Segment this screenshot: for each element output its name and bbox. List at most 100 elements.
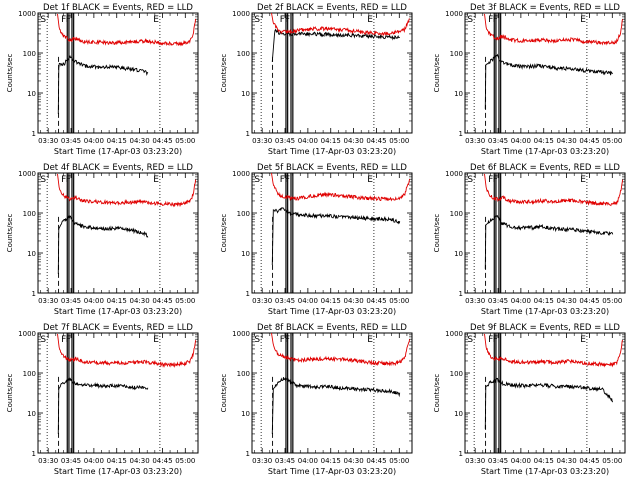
flare-marker-F: F bbox=[488, 175, 493, 185]
x-tick-label: 03:30 bbox=[465, 137, 485, 145]
flare-marker-F: F bbox=[61, 335, 66, 345]
y-tick-label: 100 bbox=[237, 210, 250, 218]
y-tick-label: 1000 bbox=[232, 10, 250, 18]
y-tick-label: 100 bbox=[237, 50, 250, 58]
x-axis-label: Start Time (17-Apr-03 03:23:20) bbox=[54, 467, 182, 476]
y-tick-label: 1 bbox=[459, 290, 463, 298]
x-tick-label: 04:30 bbox=[556, 137, 576, 145]
panel-title: Det 3f BLACK = Events, RED = LLD bbox=[470, 3, 620, 13]
end-marker-E: E bbox=[153, 15, 159, 25]
x-axis-label: Start Time (17-Apr-03 03:23:20) bbox=[54, 307, 182, 316]
end-marker-E: E bbox=[580, 335, 586, 345]
y-axis-label: Counts/sec bbox=[433, 374, 441, 413]
x-axis-label: Start Time (17-Apr-03 03:23:20) bbox=[54, 147, 182, 156]
lld-series-line bbox=[57, 13, 197, 47]
start-marker-S: S bbox=[254, 175, 260, 185]
x-tick-label: 05:00 bbox=[602, 297, 622, 305]
x-tick-label: 05:00 bbox=[175, 137, 195, 145]
x-tick-label: 04:15 bbox=[321, 297, 341, 305]
flare-marker-F: F bbox=[488, 15, 493, 25]
y-tick-label: 10 bbox=[454, 410, 463, 418]
x-axis-label: Start Time (17-Apr-03 03:23:20) bbox=[268, 467, 396, 476]
y-tick-label: 1 bbox=[32, 130, 36, 138]
x-tick-label: 04:30 bbox=[556, 457, 576, 465]
lld-series-line bbox=[484, 333, 624, 368]
x-tick-label: 03:45 bbox=[275, 137, 295, 145]
end-marker-E: E bbox=[153, 335, 159, 345]
x-tick-label: 04:30 bbox=[129, 457, 149, 465]
x-tick-label: 04:15 bbox=[534, 137, 554, 145]
end-marker-E: E bbox=[367, 335, 373, 345]
events-series-line bbox=[484, 377, 614, 429]
plot-frame bbox=[251, 172, 413, 294]
plot-frame bbox=[464, 12, 626, 134]
x-tick-label: 05:00 bbox=[389, 297, 409, 305]
lld-series-line bbox=[271, 12, 410, 37]
end-marker-E: E bbox=[153, 175, 159, 185]
x-tick-label: 03:30 bbox=[38, 297, 58, 305]
y-tick-label: 1000 bbox=[232, 330, 250, 338]
y-tick-label: 10 bbox=[241, 250, 250, 258]
start-marker-S: S bbox=[40, 175, 46, 185]
lld-series-line bbox=[271, 172, 411, 202]
x-tick-label: 04:15 bbox=[534, 297, 554, 305]
plot-frame bbox=[251, 12, 413, 134]
y-tick-label: 10 bbox=[454, 250, 463, 258]
lld-series-line bbox=[57, 333, 197, 368]
y-tick-label: 1000 bbox=[445, 10, 463, 18]
flare-marker-F2: F bbox=[66, 15, 71, 25]
end-marker-E: E bbox=[367, 175, 373, 185]
detector-panel-3: Det 3f BLACK = Events, RED = LLD Counts/s… bbox=[433, 3, 626, 156]
x-tick-label: 03:45 bbox=[61, 137, 81, 145]
y-tick-label: 10 bbox=[241, 410, 250, 418]
y-tick-label: 10 bbox=[27, 250, 36, 258]
y-tick-label: 1 bbox=[246, 450, 250, 458]
x-tick-label: 04:30 bbox=[129, 137, 149, 145]
y-axis-label: Counts/sec bbox=[6, 54, 14, 93]
panel-title: Det 2f BLACK = Events, RED = LLD bbox=[257, 3, 407, 13]
flare-marker-F2: F bbox=[66, 175, 71, 185]
x-axis-label: Start Time (17-Apr-03 03:23:20) bbox=[481, 307, 609, 316]
x-tick-label: 03:30 bbox=[38, 457, 58, 465]
panel-title: Det 8f BLACK = Events, RED = LLD bbox=[257, 323, 407, 333]
lld-series-line bbox=[57, 173, 197, 208]
start-marker-S: S bbox=[467, 15, 473, 25]
x-axis-label: Start Time (17-Apr-03 03:23:20) bbox=[481, 147, 609, 156]
y-tick-label: 1 bbox=[32, 290, 36, 298]
x-tick-label: 05:00 bbox=[602, 457, 622, 465]
x-tick-label: 04:15 bbox=[321, 457, 341, 465]
start-marker-S: S bbox=[40, 335, 46, 345]
plot-frame bbox=[464, 172, 626, 294]
flare-marker-F2: F bbox=[285, 15, 290, 25]
x-tick-label: 03:30 bbox=[38, 137, 58, 145]
end-marker-E: E bbox=[580, 15, 586, 25]
y-tick-label: 100 bbox=[23, 370, 36, 378]
panel-title: Det 1f BLACK = Events, RED = LLD bbox=[43, 3, 193, 13]
flare-marker-F2: F bbox=[493, 175, 498, 185]
detector-panel-1: Det 1f BLACK = Events, RED = LLD Counts/s… bbox=[6, 3, 199, 156]
x-tick-label: 04:30 bbox=[343, 137, 363, 145]
detector-panel-2: Det 2f BLACK = Events, RED = LLD Counts/s… bbox=[220, 3, 413, 156]
y-axis-label: Counts/sec bbox=[433, 214, 441, 253]
y-tick-label: 1 bbox=[459, 130, 463, 138]
x-tick-label: 04:15 bbox=[107, 457, 127, 465]
y-tick-label: 10 bbox=[241, 90, 250, 98]
flare-marker-F2: F bbox=[66, 335, 71, 345]
x-tick-label: 04:15 bbox=[107, 297, 127, 305]
events-series-line bbox=[484, 214, 614, 269]
flare-marker-F: F bbox=[280, 175, 285, 185]
x-tick-label: 03:30 bbox=[465, 297, 485, 305]
lld-series-line bbox=[271, 332, 411, 367]
y-tick-label: 100 bbox=[237, 370, 250, 378]
x-tick-label: 04:30 bbox=[343, 297, 363, 305]
y-tick-label: 1000 bbox=[18, 170, 36, 178]
x-axis-label: Start Time (17-Apr-03 03:23:20) bbox=[268, 307, 396, 316]
flare-marker-F: F bbox=[61, 15, 66, 25]
y-tick-label: 1000 bbox=[232, 170, 250, 178]
lld-series-line bbox=[484, 13, 624, 46]
x-tick-label: 03:45 bbox=[488, 297, 508, 305]
y-tick-label: 10 bbox=[454, 90, 463, 98]
x-tick-label: 04:00 bbox=[511, 457, 531, 465]
y-axis-label: Counts/sec bbox=[220, 54, 228, 93]
